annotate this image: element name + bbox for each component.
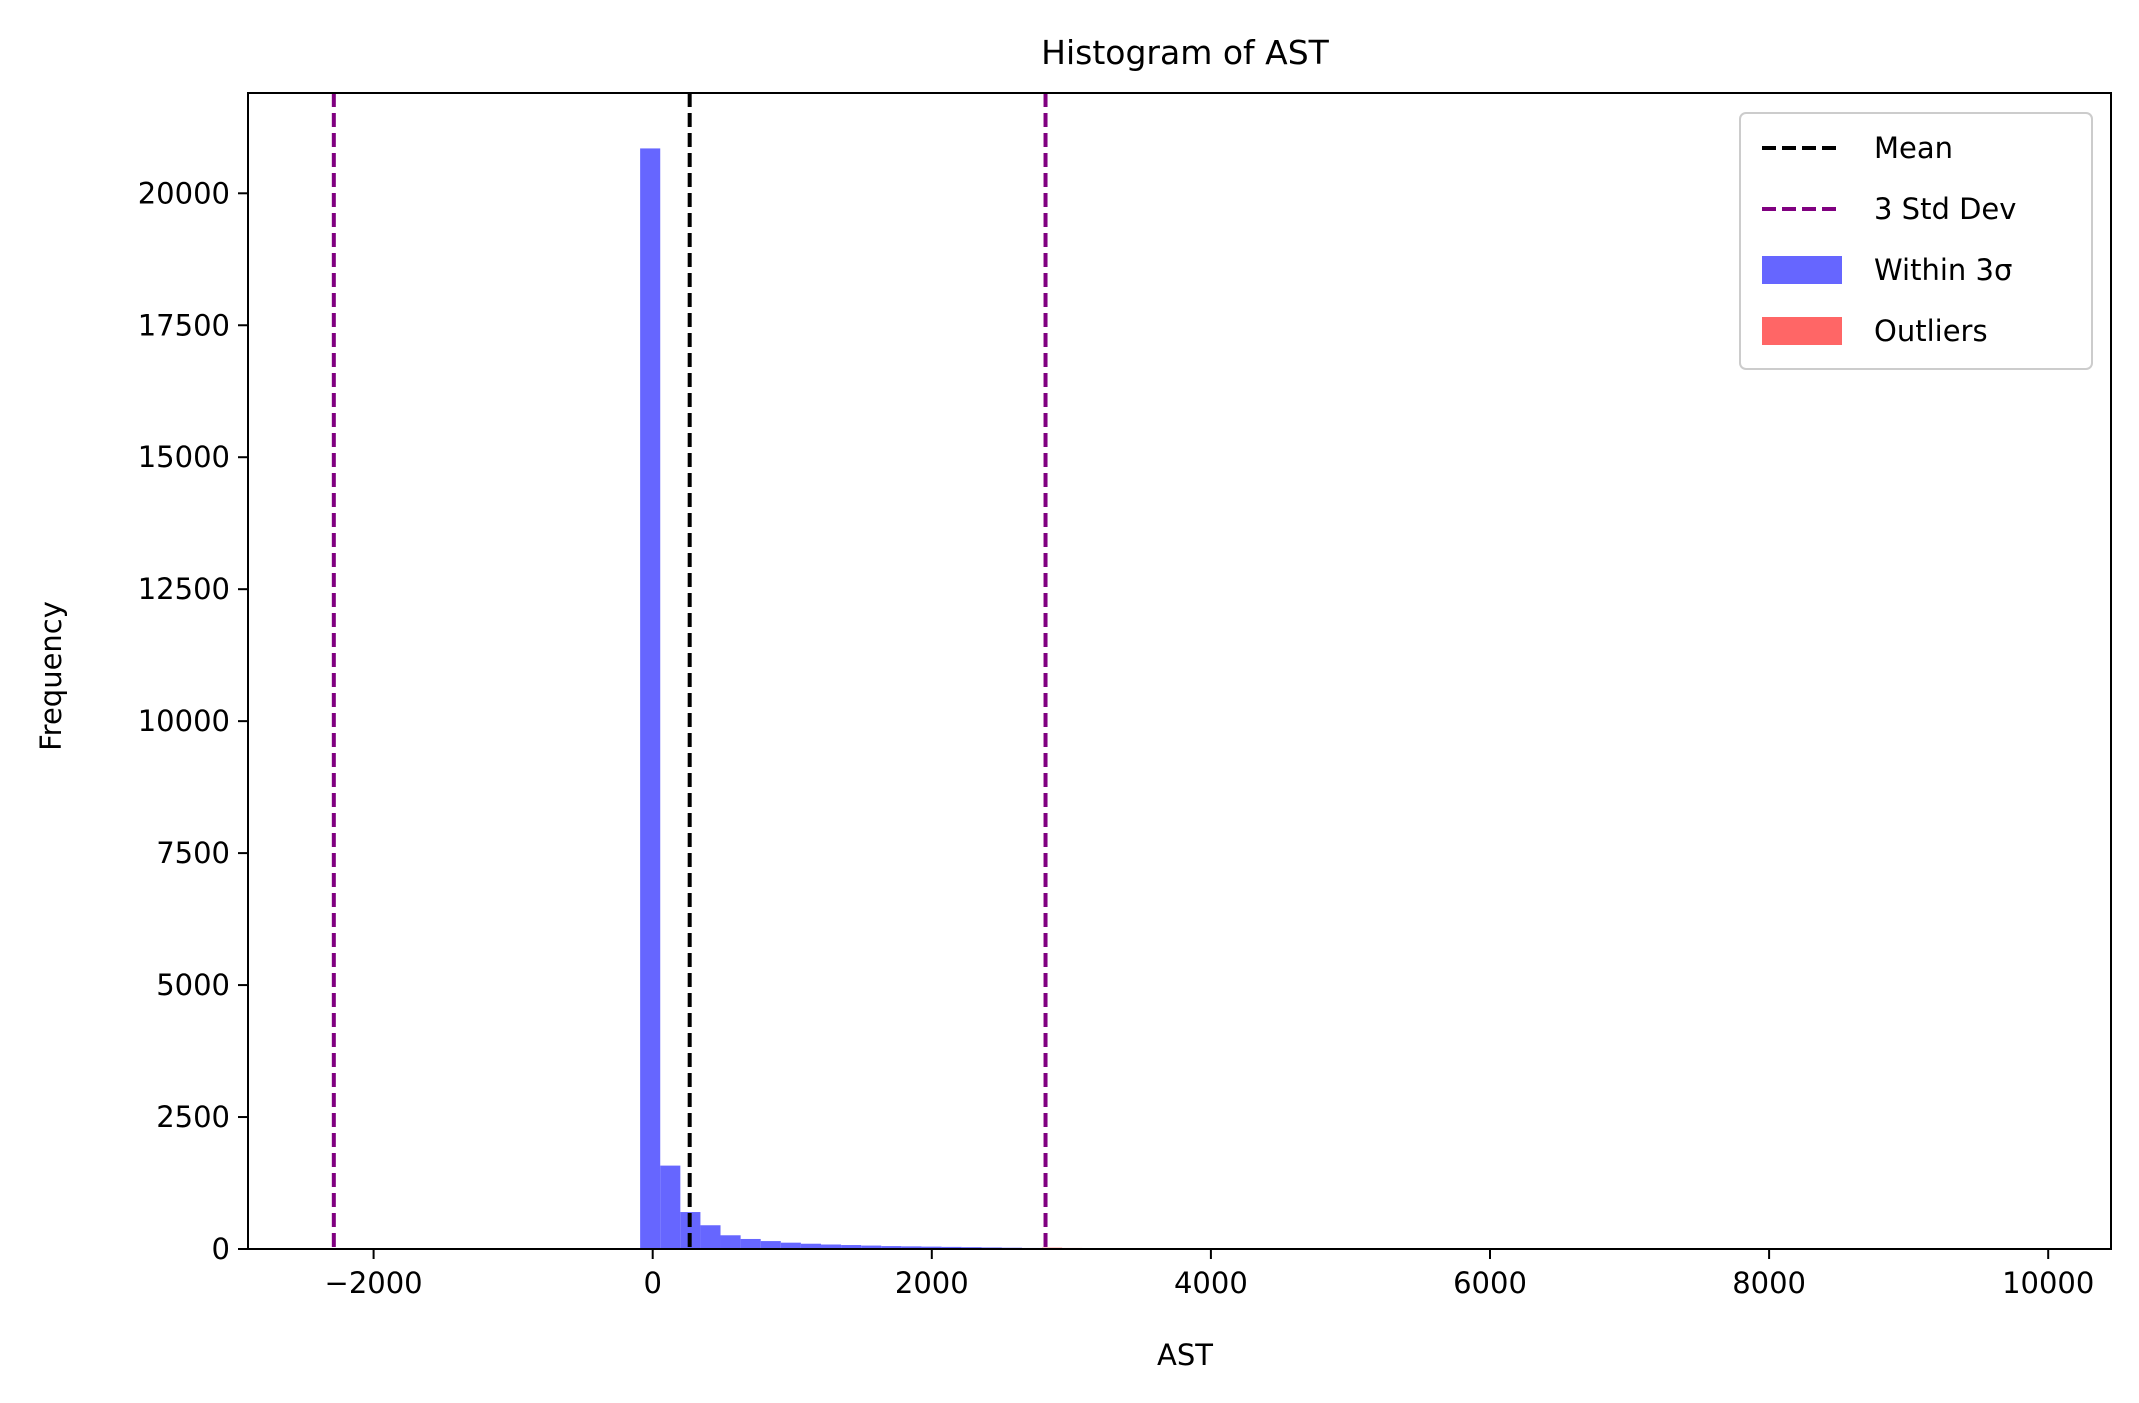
legend-label: Mean <box>1874 131 1953 165</box>
x-axis-label: AST <box>1157 1338 1213 1372</box>
histogram-bar-within <box>640 148 661 1249</box>
bars-layer <box>640 148 1243 1249</box>
reference-lines-layer <box>331 93 1048 1249</box>
y-tick-label: 12500 <box>138 572 230 606</box>
legend-label: 3 Std Dev <box>1874 192 2016 226</box>
histogram-bar-within <box>680 1212 701 1249</box>
x-tick-label: 0 <box>643 1266 661 1300</box>
x-tick-label: 4000 <box>1174 1266 1248 1300</box>
histogram-bar-within <box>881 1246 902 1249</box>
x-axis-ticks: −2000 0 2000 4000 6000 8000 10000 <box>325 1249 2094 1300</box>
x-tick-label: −2000 <box>325 1266 423 1300</box>
y-tick-label: 10000 <box>138 704 230 738</box>
y-axis-label: Frequency <box>34 601 68 751</box>
histogram-bar-within <box>841 1245 862 1249</box>
legend-label: Outliers <box>1874 314 1988 348</box>
legend: Mean 3 Std Dev Within 3σ Outliers <box>1739 112 2093 370</box>
histogram-bar-within <box>700 1225 721 1249</box>
y-tick-label: 0 <box>212 1232 230 1266</box>
y-axis-ticks: 0 2500 5000 7500 10000 12500 15000 17500 20000 <box>138 176 248 1266</box>
y-tick-label: 5000 <box>156 968 230 1002</box>
histogram-bar-within <box>901 1246 922 1249</box>
histogram-bar-within <box>861 1245 882 1249</box>
histogram-bar-within <box>660 1165 681 1249</box>
histogram-bar-within <box>820 1244 842 1249</box>
legend-box <box>1739 112 2093 370</box>
histogram-bar-within <box>720 1235 741 1249</box>
y-tick-label: 17500 <box>138 308 230 342</box>
x-tick-label: 6000 <box>1453 1266 1527 1300</box>
histogram-bar-within <box>800 1243 821 1249</box>
histogram-bar-within <box>760 1241 781 1249</box>
y-tick-label: 20000 <box>138 176 230 210</box>
legend-label: Within 3σ <box>1874 253 2012 287</box>
y-tick-label: 15000 <box>138 440 230 474</box>
histogram-bar-within <box>941 1246 962 1249</box>
histogram-bar-within <box>740 1238 761 1249</box>
legend-patch-swatch <box>1762 317 1842 345</box>
plot-frame <box>247 92 2112 1250</box>
legend-patch-swatch <box>1762 256 1842 284</box>
y-tick-label: 7500 <box>156 836 230 870</box>
histogram-bar-within <box>921 1246 942 1249</box>
x-tick-label: 10000 <box>2002 1266 2094 1300</box>
x-tick-label: 2000 <box>895 1266 969 1300</box>
histogram-bar-within <box>780 1242 801 1249</box>
x-tick-label: 8000 <box>1732 1266 1806 1300</box>
chart-title: Histogram of AST <box>1041 33 1329 72</box>
y-tick-label: 2500 <box>156 1100 230 1134</box>
